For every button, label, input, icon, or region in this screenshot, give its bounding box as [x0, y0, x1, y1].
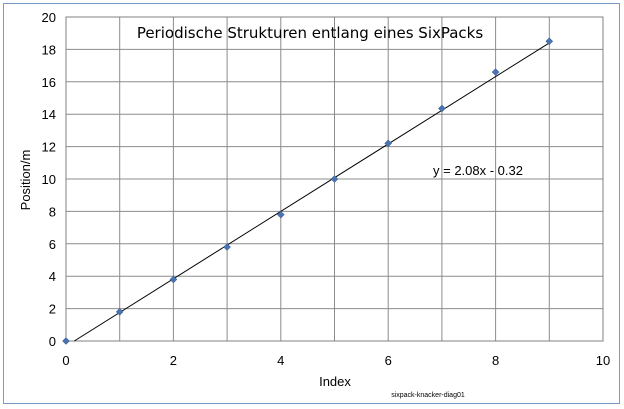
x-tick-labels: 0 2 4 6 8 10	[62, 353, 610, 368]
y-tick-label: 6	[49, 237, 56, 252]
trendline	[73, 42, 550, 342]
chart-title: Periodische Strukturen entlang eines Six…	[137, 24, 484, 42]
x-tick-label: 2	[170, 353, 177, 368]
data-point	[438, 104, 446, 113]
y-axis-label: Position/m	[18, 150, 33, 211]
y-tick-label: 14	[42, 107, 56, 122]
data-point	[62, 337, 70, 345]
y-tick-label: 20	[42, 10, 56, 25]
plot-area-border	[65, 16, 604, 342]
y-tick-labels: 0 2 4 6 8 10 12 14 16 18 20	[42, 10, 56, 349]
trendline-equation: y = 2.08x - 0.32	[433, 163, 523, 178]
chart-frame	[3, 3, 620, 404]
x-tick-label: 8	[492, 353, 499, 368]
y-tick-label: 18	[42, 42, 56, 57]
data-point	[169, 275, 178, 284]
x-tick-label: 4	[277, 353, 284, 368]
x-tick-label: 6	[385, 353, 392, 368]
data-point	[545, 37, 554, 46]
y-tick-label: 16	[42, 75, 56, 90]
data-points	[62, 37, 554, 345]
data-point	[384, 139, 393, 148]
data-point	[330, 175, 339, 183]
y-tick-label: 0	[49, 334, 56, 349]
data-point	[223, 243, 231, 251]
x-tick-label: 0	[62, 353, 69, 368]
y-tick-label: 2	[49, 302, 56, 317]
y-tick-label: 4	[49, 269, 56, 284]
data-point	[491, 68, 500, 76]
x-axis-label: Index	[319, 374, 351, 389]
y-tick-label: 8	[49, 204, 56, 219]
source-footnote: sixpack-knacker-diag01	[391, 392, 465, 399]
data-point	[276, 210, 285, 219]
x-tick-label: 10	[596, 353, 610, 368]
data-point	[115, 307, 124, 316]
y-tick-label: 10	[42, 172, 56, 187]
y-tick-label: 12	[42, 140, 56, 155]
